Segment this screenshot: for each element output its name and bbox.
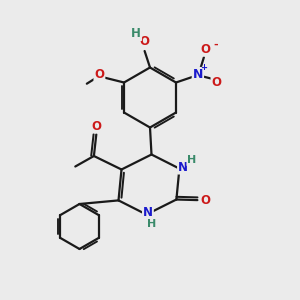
Text: O: O [201, 194, 211, 207]
Text: O: O [212, 76, 221, 89]
Text: H: H [131, 27, 141, 40]
Text: H: H [147, 219, 156, 229]
Text: O: O [91, 119, 101, 133]
Text: N: N [193, 68, 203, 81]
Text: H: H [188, 155, 196, 165]
Text: -: - [213, 40, 218, 50]
Text: +: + [200, 63, 207, 72]
Text: O: O [200, 43, 210, 56]
Text: O: O [94, 68, 104, 81]
Text: N: N [143, 206, 153, 220]
Text: N: N [178, 160, 188, 174]
Text: O: O [140, 35, 150, 49]
